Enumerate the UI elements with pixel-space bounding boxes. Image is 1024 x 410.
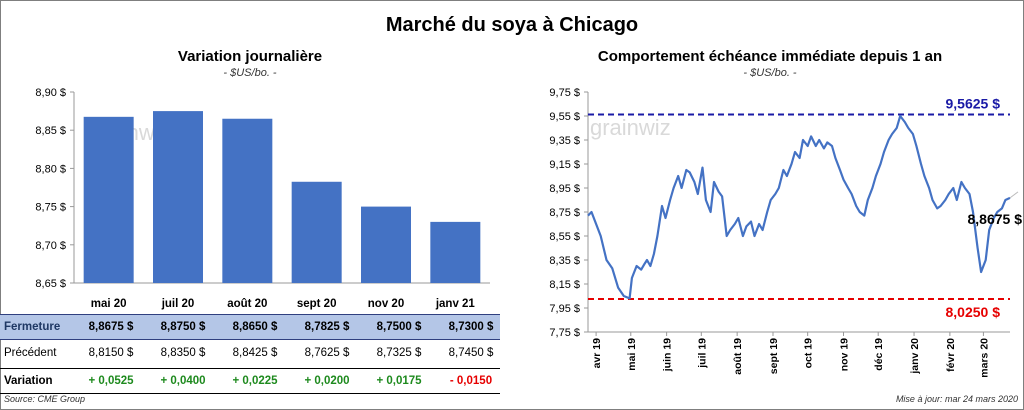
last-value-label: 8,8675 $	[968, 211, 1023, 227]
y-tick-label: 8,65 $	[35, 278, 66, 290]
y-tick-label: 8,95 $	[549, 183, 580, 195]
x-tick-label: mai 19	[626, 338, 638, 371]
y-tick-label: 7,75 $	[549, 327, 580, 339]
x-tick-label: oct 19	[803, 338, 815, 369]
y-tick-label: 8,75 $	[35, 202, 66, 214]
bar	[291, 181, 342, 283]
variation-cell: + 0,0175	[376, 375, 422, 387]
row-label-close: Fermeture	[4, 321, 61, 333]
source-note: Source: CME Group	[4, 394, 86, 404]
bar	[153, 111, 203, 283]
x-tick-label: nov 19	[839, 338, 851, 371]
x-tick-label: janv 21	[435, 298, 476, 310]
previous-cell: 8,7325 $	[376, 347, 422, 359]
min-label: 8,0250 $	[946, 304, 1001, 320]
x-tick-label: févr 20	[945, 338, 957, 372]
y-tick-label: 8,90 $	[35, 87, 66, 99]
x-tick-label: sept 19	[768, 338, 780, 374]
x-tick-label: juil 20	[161, 298, 195, 310]
close-cell: 8,7825 $	[304, 321, 350, 333]
table-row-variation: Variation + 0,0525 + 0,0400 + 0,0225 + 0…	[0, 368, 500, 394]
update-note: Mise à jour: mar 24 mars 2020	[895, 394, 1018, 404]
bar	[361, 206, 411, 283]
row-label-variation: Variation	[4, 375, 53, 387]
close-cell: 8,8750 $	[160, 321, 206, 333]
variation-cell: + 0,0400	[160, 375, 206, 387]
variation-cell: + 0,0525	[88, 375, 134, 387]
x-tick-label: mars 20	[978, 338, 990, 378]
table-row-close: Fermeture 8,8675 $ 8,8750 $ 8,8650 $ 8,7…	[0, 314, 500, 340]
watermark-text: grainwiz	[590, 115, 671, 140]
previous-cell: 8,8350 $	[160, 347, 206, 359]
close-cell: 8,8650 $	[232, 321, 278, 333]
y-tick-label: 8,70 $	[35, 240, 66, 252]
line-chart-title: Comportement échéance immédiate depuis 1…	[597, 48, 943, 65]
y-tick-label: 8,85 $	[35, 125, 66, 137]
previous-cell: 8,8150 $	[88, 347, 134, 359]
max-label: 9,5625 $	[946, 96, 1001, 112]
y-tick-label: 8,35 $	[549, 255, 580, 267]
y-tick-label: 9,55 $	[549, 111, 580, 123]
y-tick-label: 9,35 $	[549, 135, 580, 147]
variation-cell: + 0,0225	[232, 375, 278, 387]
row-label-previous: Précédent	[4, 347, 57, 359]
x-tick-label: juin 19	[662, 338, 674, 372]
bar-chart-title: Variation journalière	[177, 48, 323, 65]
x-tick-label: janv 20	[909, 338, 921, 375]
bar-chart: grainwiz8,65 $8,70 $8,75 $8,80 $8,85 $8,…	[35, 87, 490, 310]
line-chart-unit: - $US/bo. -	[743, 67, 797, 79]
y-tick-label: 7,95 $	[549, 303, 580, 315]
y-tick-label: 8,55 $	[549, 231, 580, 243]
previous-cell: 8,7625 $	[304, 347, 350, 359]
x-tick-label: nov 20	[368, 298, 404, 310]
previous-cell: 8,7450 $	[448, 347, 494, 359]
y-tick-label: 8,75 $	[549, 207, 580, 219]
main-title: Marché du soya à Chicago	[385, 14, 639, 36]
line-chart: grainwiz 7,75 $ 7,95 $ 8,15 $ 8,35 $ 8,55 $ 8,…	[549, 87, 1023, 378]
bar	[222, 118, 273, 283]
variation-cell: + 0,0200	[304, 375, 350, 387]
close-cell: 8,7500 $	[376, 321, 422, 333]
bar-chart-unit: - $US/bo. -	[223, 67, 277, 79]
y-tick-label: 9,75 $	[549, 87, 580, 99]
x-tick-label: déc 19	[873, 338, 885, 371]
variation-cell: - 0,0150	[449, 375, 493, 387]
y-tick-label: 8,15 $	[549, 279, 580, 291]
y-tick-label: 9,15 $	[549, 159, 580, 171]
x-tick-label: avr 19	[591, 338, 603, 369]
close-cell: 8,7300 $	[448, 321, 494, 333]
y-tick-label: 8,80 $	[35, 163, 66, 175]
previous-cell: 8,8425 $	[232, 347, 278, 359]
x-tick-label: mai 20	[91, 298, 127, 310]
x-tick-label: août 19	[732, 338, 744, 375]
bar	[430, 221, 481, 283]
x-tick-label: août 20	[227, 298, 267, 310]
bar	[83, 116, 134, 283]
close-cell: 8,8675 $	[88, 321, 134, 333]
last-leader	[1009, 191, 1019, 199]
table-row-previous: Précédent 8,8150 $ 8,8350 $ 8,8425 $ 8,7…	[0, 341, 500, 365]
price-line	[587, 114, 1011, 300]
x-tick-label: sept 20	[297, 298, 337, 310]
x-tick-label: juil 19	[696, 338, 708, 369]
